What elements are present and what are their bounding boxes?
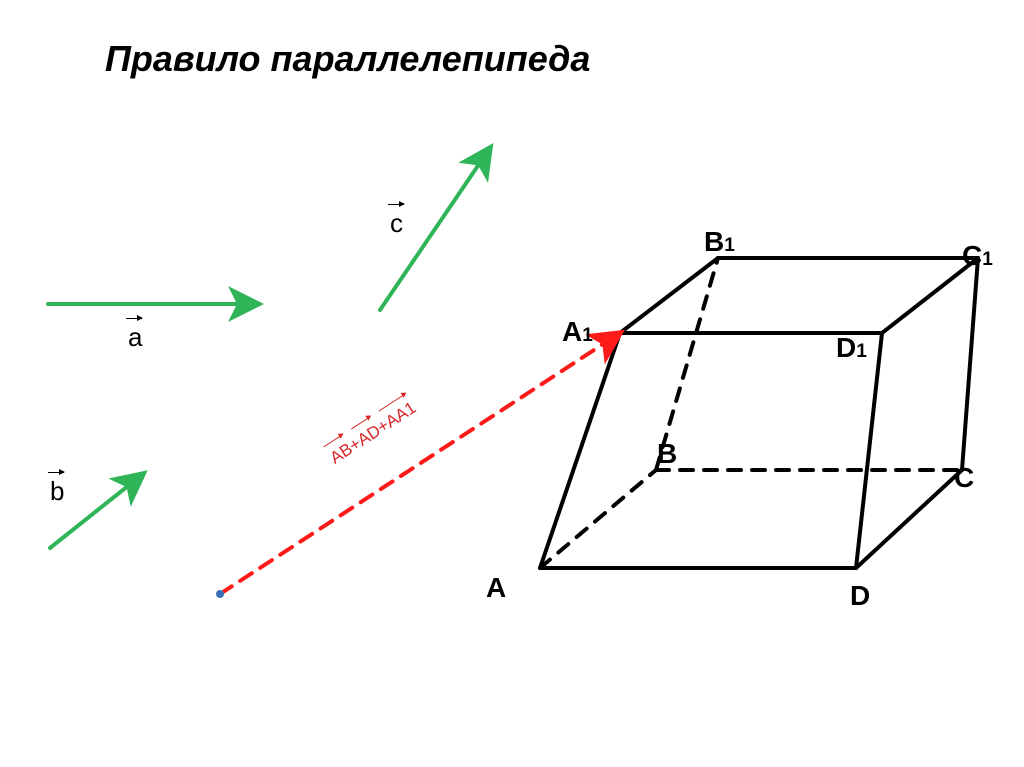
diagram-canvas: Правило параллелепипеда A D B C A1 D1 B1…: [0, 0, 1024, 767]
vector-label-c: c: [390, 208, 403, 239]
vector-label-b: b: [50, 476, 64, 507]
diagonal-vector: [216, 333, 620, 598]
label-B1: B1: [704, 226, 735, 258]
parallelepiped: [540, 258, 978, 568]
label-A1: A1: [562, 316, 593, 348]
vector-label-a: a: [128, 322, 142, 353]
label-D1: D1: [836, 332, 867, 364]
vector-arrow-b: [48, 472, 64, 473]
label-D: D: [850, 580, 870, 612]
green-vectors: [48, 148, 490, 548]
vector-arrow-c: [388, 204, 404, 205]
label-A: A: [486, 572, 506, 604]
label-C: C: [954, 462, 974, 494]
label-C1: C1: [962, 240, 993, 272]
label-B: B: [657, 438, 677, 470]
vector-arrow-a: [126, 318, 142, 319]
diagram-svg: [0, 0, 1024, 767]
